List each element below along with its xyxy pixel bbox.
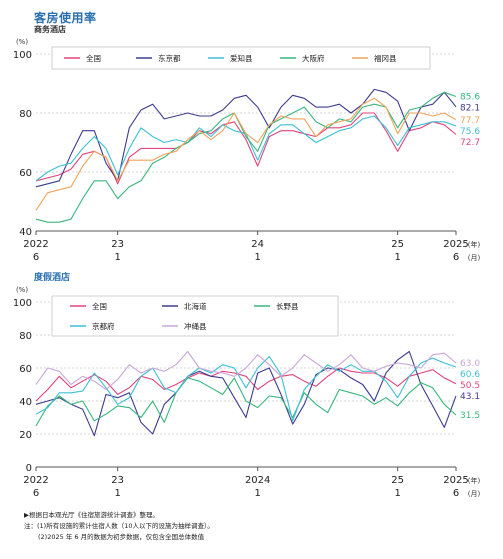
chart1-title: 客房使用率: [34, 11, 97, 25]
chart2-legend-label-1: 全国: [92, 301, 107, 311]
chart2-end-label-2: 43.1: [460, 392, 480, 402]
chart2-series-line-4: [35, 355, 457, 422]
chart2-legend-label-3: 长野县: [276, 301, 299, 311]
chart2-xtick-month: 1: [254, 488, 260, 499]
chart1-series-line-2: [35, 88, 457, 188]
chart1-svg: (%) 40 60 80 100 2022 6 23 1 24 1 25 1 2025 6 (年) (月) 85.…: [13, 38, 481, 263]
chart2-ytick-label: 20: [19, 430, 32, 441]
chart1-xtick-year: 2025: [443, 239, 468, 250]
chart2-xtick-year: 2022: [23, 475, 48, 486]
chart2-legend-box: [51, 295, 339, 337]
chart1-xunit-month: (月): [468, 254, 481, 262]
chart2-xtick-year: 25: [391, 475, 404, 486]
chart2-end-label-1: 50.5: [460, 381, 480, 391]
chart2-ytick-label: 80: [19, 331, 32, 342]
chart1-xtick-month: 6: [33, 252, 39, 263]
chart2-xtick-month: 6: [33, 488, 39, 499]
chart1-end-label-4: 85.6: [460, 92, 480, 102]
chart1-end-label-3: 75.6: [460, 127, 480, 137]
chart2-end-label-3: 31.5: [460, 411, 480, 421]
chart1-ytick-label: 80: [19, 109, 32, 120]
chart1-end-label-1: 72.7: [460, 138, 480, 148]
chart2-series-line-3: [35, 377, 457, 427]
chart1-ylabel: (%): [16, 38, 28, 46]
chart2-series-line-2: [35, 350, 457, 437]
chart2-xtick-year: 2024: [245, 475, 270, 486]
chart1-xtick-month: 1: [394, 252, 400, 263]
chart1-end-label-5: 77.7: [460, 116, 480, 126]
chart1-subtitle: 商务酒店: [34, 25, 66, 34]
chart1-legend-label-2: 东京都: [158, 53, 181, 63]
chart2-legend-label-5: 冲绳县: [184, 321, 207, 331]
chart2-xtick-month: 6: [453, 488, 459, 499]
chart1-xunit-year: (年): [468, 240, 481, 249]
chart1-legend-label-1: 全国: [86, 53, 101, 63]
chart2-end-label-4: 60.6: [460, 370, 480, 380]
footnotes: ▶根据日本观光厅《住宿旅游统计调查》整理。 注：(1)所有设施的累计住宿人数（1…: [24, 510, 494, 543]
chart2-ytick-label: 40: [19, 397, 32, 408]
chart2-xtick-month: 1: [114, 488, 120, 499]
chart2-xtick-month: 1: [394, 488, 400, 499]
chart1-xtick-month: 6: [453, 252, 459, 263]
chart1-xtick-year: 2022: [23, 239, 48, 250]
chart2-xunit-month: (月): [468, 490, 481, 498]
chart2-ytick-label: 100: [13, 298, 32, 309]
chart1-xtick-year: 25: [391, 239, 404, 250]
chart1-xtick-year: 23: [111, 239, 124, 250]
chart2-xtick-year: 2025: [443, 475, 468, 486]
footnote-2: (2)2025 年 6 月的数据为初步数据，仅包含全国总体数值: [38, 533, 205, 541]
chart2-ytick-label: 60: [19, 364, 32, 375]
chart1-ytick-label: 60: [19, 168, 32, 179]
chart1-legend-label-3: 爱知县: [230, 53, 253, 63]
chart1-legend-box: [51, 46, 431, 70]
chart2-end-label-5: 63.0: [460, 359, 480, 369]
chart2-series-line-1: [35, 367, 457, 402]
chart1-legend-label-5: 福冈县: [374, 54, 397, 63]
chart2-series-line-5: [35, 350, 457, 391]
chart1-xtick-month: 1: [254, 252, 260, 263]
chart2-title: 度假酒店: [34, 273, 71, 283]
chart2-xtick-year: 23: [111, 475, 124, 486]
footnote-1: 注：(1)所有设施的累计住宿人数（10人以下的设施为抽样调查）。: [24, 522, 214, 530]
chart2-legend-label-4: 京都府: [92, 321, 115, 331]
chart1-series-line-5: [35, 97, 457, 211]
chart2-legend-label-2: 北海道: [184, 301, 207, 311]
chart1-xtick-month: 1: [114, 252, 120, 263]
chart2-ytick-label: 0: [26, 463, 32, 474]
chart2-xunit-year: (年): [468, 476, 481, 485]
chart1-end-label-2: 82.1: [460, 103, 480, 113]
chart1-series-line-4: [35, 91, 457, 223]
footnote-source: ▶根据日本观光厅《住宿旅游统计调查》整理。: [24, 511, 159, 519]
chart1-ytick-label: 100: [13, 50, 32, 61]
chart1-legend-label-4: 大阪府: [302, 53, 325, 63]
chart2-ylabel: (%): [16, 286, 28, 294]
chart1-xtick-year: 24: [251, 239, 264, 250]
chart1-series-line-3: [35, 115, 457, 182]
chart2-svg: (%) 0 20 40 60 80 100 2022 6 23 1 2024 1 25 1 2025 6 (年) (…: [13, 286, 481, 499]
chart1-ytick-label: 40: [19, 227, 32, 238]
